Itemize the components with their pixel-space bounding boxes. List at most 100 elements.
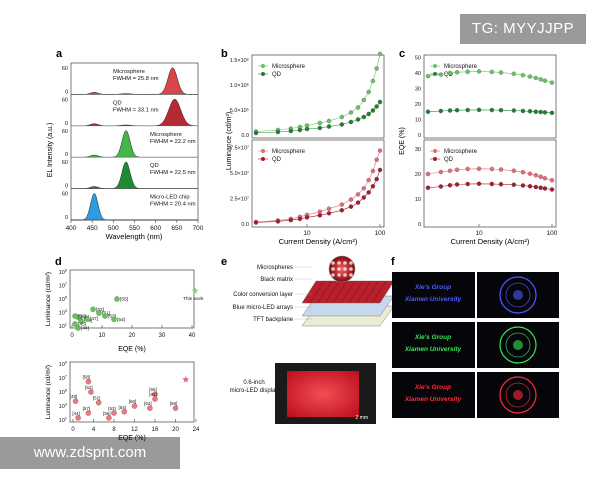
- data-point: [326, 211, 332, 216]
- university-badge-core: [513, 290, 523, 300]
- data-point: [425, 109, 431, 114]
- watermark-top: TG: MYYJJPP: [460, 14, 586, 44]
- data-point: [339, 208, 345, 213]
- panel-d-top-ylabel: Luminance (cd/m²): [45, 272, 52, 326]
- data-point: [489, 181, 495, 187]
- data-point: [425, 185, 431, 190]
- display-label: micro-LED display: [230, 388, 279, 394]
- tick-label: 30: [415, 87, 421, 93]
- display-text-group: Xie's Group: [414, 384, 451, 391]
- data-point: [75, 415, 81, 421]
- legend-label: Microsphere: [272, 64, 306, 70]
- data-point: [96, 310, 102, 316]
- data-point: [317, 125, 323, 131]
- data-point: [498, 167, 504, 172]
- curve-fwhm: FWHM = 22.5 nm: [150, 170, 196, 176]
- layer-label: TFT backplane: [253, 317, 294, 323]
- data-point: [454, 182, 460, 187]
- ref-label: [57]: [83, 406, 91, 411]
- data-point: [90, 306, 96, 313]
- tick-label: 4: [92, 427, 96, 433]
- curve-name: Micro-LED chip: [150, 195, 190, 201]
- data-point: [520, 72, 526, 78]
- layer-label: Color conversion layer: [233, 292, 293, 298]
- panel-a-ylabel: EL Intensity (a.u.): [47, 123, 54, 178]
- data-point: [438, 169, 444, 175]
- panel-f: Xie's Group Xiamen University Xie's Group X…: [392, 272, 559, 422]
- data-point: [288, 128, 294, 134]
- panel-c-bottom-frame: [423, 139, 557, 228]
- data-point: [147, 405, 153, 411]
- curve-name: QD: [150, 163, 159, 169]
- data-point: [454, 167, 460, 172]
- data-point: [511, 108, 517, 113]
- data-point: [355, 105, 361, 110]
- y-tick-label: 109: [59, 268, 68, 277]
- data-point: [374, 66, 379, 71]
- data-point: [533, 75, 539, 81]
- legend-marker: [261, 64, 265, 68]
- panel-a: EL Intensity (a.u.) Wavelength (nm) 400 4…: [47, 62, 204, 241]
- f-scale-label-2: 500 μm: [540, 417, 555, 422]
- tick-label: 700: [193, 225, 204, 232]
- microsphere-dot: [337, 273, 341, 277]
- data-point: [339, 122, 345, 127]
- microsphere-dot: [343, 261, 347, 265]
- curve-fwhm: FWHM = 33.1 nm: [113, 107, 159, 113]
- y-tick-label: 105: [59, 295, 68, 304]
- data-point: [374, 157, 379, 162]
- tick-label: 10: [99, 333, 106, 339]
- x-tick-label: 10: [475, 230, 483, 237]
- tick-label: 500: [108, 225, 119, 232]
- panel-c-ylabel: EQE (%): [399, 127, 406, 155]
- data-point: [489, 69, 495, 75]
- tick-label: 10: [415, 197, 421, 203]
- data-point: [476, 166, 482, 171]
- university-badge-inner: [505, 382, 531, 408]
- microsphere-dot: [337, 267, 341, 271]
- ref-label: [47]: [90, 316, 98, 322]
- data-point: [438, 72, 444, 77]
- y-tick-label: 105: [59, 388, 68, 397]
- tick-label: 24: [193, 427, 200, 433]
- data-point: [542, 78, 548, 83]
- x-tick-label: 10: [303, 230, 311, 237]
- data-point: [527, 74, 533, 79]
- x-tick-label: 100: [547, 230, 558, 237]
- tick-label: 0: [65, 121, 68, 127]
- tick-label: 50: [415, 56, 421, 62]
- curve-fwhm: FWHM = 25.8 nm: [113, 76, 159, 82]
- data-point: [78, 317, 84, 324]
- data-point: [339, 202, 345, 207]
- tick-label: 60: [62, 129, 68, 135]
- university-badge-core: [513, 390, 523, 400]
- data-point: [361, 186, 367, 191]
- panel-b-bottom-frame: [251, 139, 385, 228]
- curve-fwhm: FWHM = 20.4 nm: [150, 202, 196, 208]
- legend-label: QD: [444, 72, 454, 78]
- matrix-line: [348, 280, 363, 304]
- data-point: [370, 184, 376, 189]
- data-point: [361, 195, 367, 200]
- data-point: [348, 197, 354, 202]
- university-badge-core: [513, 340, 523, 350]
- tick-label: 400: [66, 225, 77, 232]
- data-point: [549, 178, 555, 183]
- ref-label: [45]: [78, 321, 86, 327]
- ref-label: [50]: [78, 314, 86, 320]
- microsphere-dot: [331, 267, 335, 271]
- tick-label: 20: [415, 172, 421, 178]
- tick-label: 5.0×10⁷: [230, 170, 249, 177]
- tick-label: 8: [112, 427, 116, 433]
- data-point: [72, 398, 79, 404]
- panel-b: Luminance (cd/m²) Current Density (A/cm²…: [226, 51, 386, 246]
- legend-marker: [261, 149, 265, 153]
- data-point: [326, 124, 332, 129]
- legend-label: QD: [444, 157, 454, 163]
- microsphere-dot: [349, 273, 353, 277]
- y-tick-label: 103: [59, 402, 68, 411]
- university-badge-outer: [499, 276, 537, 314]
- data-point: [121, 409, 128, 415]
- data-point: [374, 104, 379, 109]
- microsphere-dot: [331, 261, 335, 265]
